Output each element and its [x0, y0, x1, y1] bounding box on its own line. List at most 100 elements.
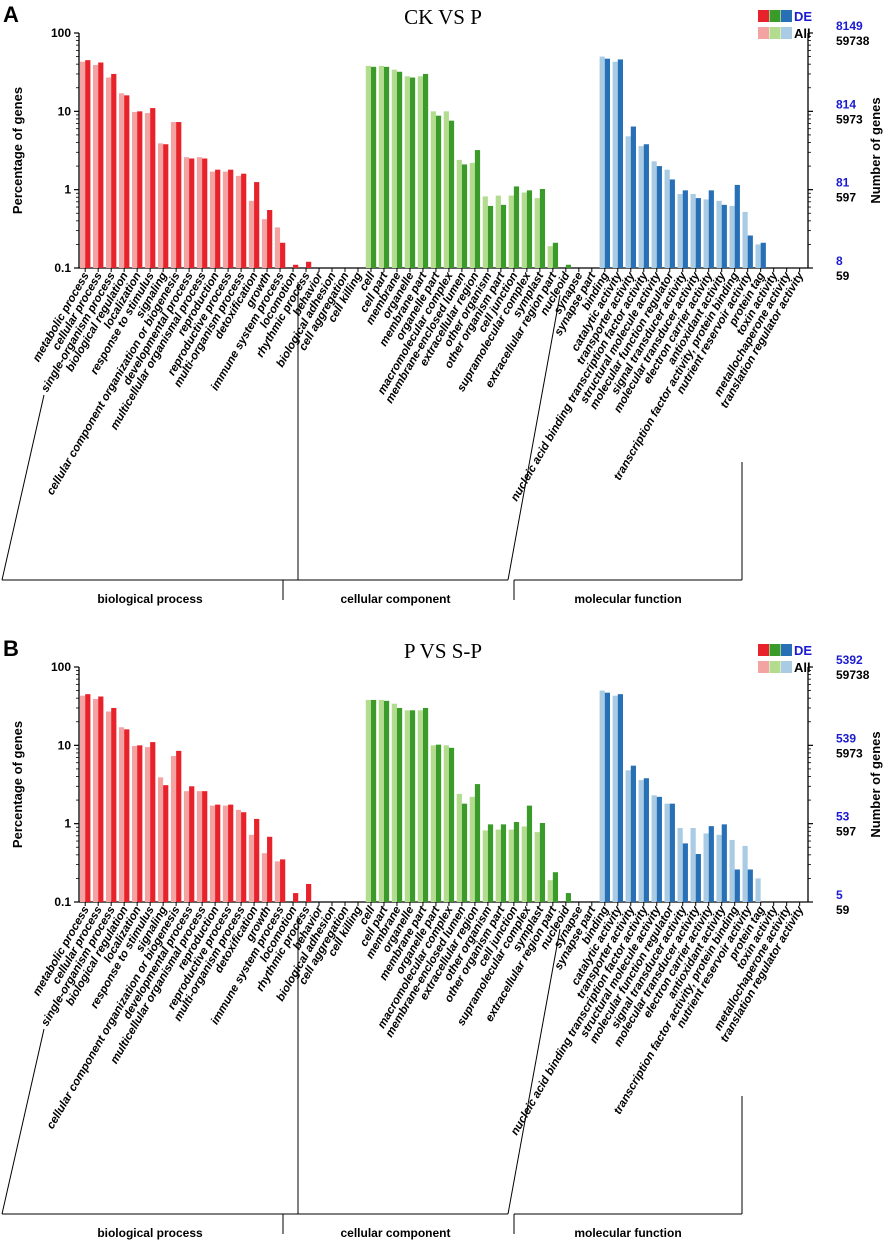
- bar-de: [396, 707, 403, 902]
- bar-de: [435, 744, 442, 902]
- y-axis-title: Percentage of genes: [10, 87, 25, 214]
- bar-de: [617, 59, 623, 269]
- bar-de: [409, 77, 416, 268]
- bar-all: [404, 76, 410, 268]
- bar-de: [137, 111, 143, 268]
- legend-swatch-de: [781, 644, 792, 656]
- bar-all: [365, 699, 371, 902]
- bar-de: [461, 803, 468, 902]
- bar-de: [280, 242, 286, 268]
- bar-de: [487, 205, 494, 268]
- bar-all: [209, 805, 216, 902]
- bar-de: [202, 791, 208, 902]
- bar-de: [526, 805, 533, 902]
- right-tick-all: 59: [836, 269, 850, 283]
- bar-de: [734, 869, 740, 902]
- bar-de: [189, 158, 195, 268]
- bar-all: [261, 853, 268, 902]
- y-tick-label: 0.1: [54, 895, 71, 909]
- bar-all: [118, 93, 125, 269]
- bar-de: [228, 804, 234, 902]
- bar-de: [539, 822, 546, 902]
- bar-all: [92, 65, 99, 269]
- panel-letter: B: [3, 636, 19, 661]
- bar-all: [105, 711, 112, 902]
- bar-all: [599, 56, 605, 268]
- bar-all: [430, 745, 436, 902]
- bar-all: [547, 246, 553, 268]
- bar-all: [742, 845, 748, 902]
- bar-de: [721, 824, 727, 902]
- bar-de: [448, 747, 455, 902]
- legend-swatch-de: [769, 10, 781, 22]
- bar-all: [365, 65, 371, 268]
- right-tick-de: 814: [836, 97, 856, 111]
- bar-de: [708, 826, 714, 902]
- bar-all: [495, 195, 501, 268]
- legend-swatch-de: [758, 644, 769, 656]
- bar-all: [729, 839, 735, 902]
- y-tick-label: 10: [58, 738, 72, 752]
- bar-all: [625, 770, 631, 902]
- bar-all: [170, 122, 177, 269]
- legend-swatch-de: [781, 10, 792, 22]
- bar-all: [235, 175, 242, 268]
- bar-de: [215, 804, 221, 902]
- bar-all: [170, 756, 177, 902]
- bar-de: [474, 150, 481, 268]
- bar-de: [176, 750, 182, 902]
- group-label: biological process: [97, 592, 203, 606]
- y-axis-title: Percentage of genes: [10, 721, 25, 848]
- bar-all: [443, 111, 449, 268]
- legend-swatch-all: [781, 27, 792, 39]
- group-label: biological process: [97, 1226, 203, 1240]
- bar-de: [383, 700, 390, 902]
- bar-all: [716, 200, 722, 268]
- group-bracket-left: [1, 1028, 45, 1215]
- bar-de: [85, 60, 91, 268]
- bar-de: [643, 778, 649, 902]
- bar-de: [747, 235, 753, 268]
- y-tick-label: 1: [64, 183, 71, 197]
- bar-all: [92, 699, 99, 902]
- bar-de: [448, 120, 455, 268]
- bar-all: [274, 227, 281, 268]
- bar-all: [404, 710, 410, 902]
- bar-de: [228, 169, 234, 268]
- y-tick-label: 1: [64, 817, 71, 831]
- bar-de: [202, 158, 208, 268]
- bar-de: [85, 694, 91, 902]
- bar-all: [534, 832, 540, 902]
- bar-de: [721, 204, 727, 268]
- bar-all: [456, 159, 462, 268]
- bar-de: [682, 190, 688, 268]
- bar-all: [482, 196, 488, 268]
- y-axis-title-right: Number of genes: [868, 97, 883, 203]
- group-bracket-right: [507, 928, 561, 1215]
- bar-all: [469, 162, 475, 268]
- y-tick-label: 100: [51, 660, 71, 674]
- bar-de: [708, 190, 714, 268]
- bar-de: [293, 264, 299, 268]
- bar-all: [417, 710, 423, 902]
- bar-de: [254, 818, 260, 902]
- bar-all: [703, 833, 709, 902]
- bar-de: [124, 95, 130, 268]
- bar-de: [734, 184, 740, 268]
- bar-de: [656, 796, 662, 902]
- bar-all: [677, 828, 683, 902]
- bar-all: [729, 205, 735, 268]
- bar-de: [682, 843, 688, 902]
- bar-all: [638, 146, 644, 268]
- bar-de: [422, 73, 429, 268]
- bar-all: [612, 61, 618, 268]
- bar-de: [630, 765, 636, 902]
- bar-de: [422, 707, 429, 902]
- bar-de: [111, 707, 117, 902]
- bar-de: [215, 169, 221, 268]
- bar-de: [370, 66, 377, 269]
- right-tick-de: 53: [836, 810, 850, 824]
- bar-de: [409, 710, 416, 902]
- group-bracket-right: [507, 294, 561, 581]
